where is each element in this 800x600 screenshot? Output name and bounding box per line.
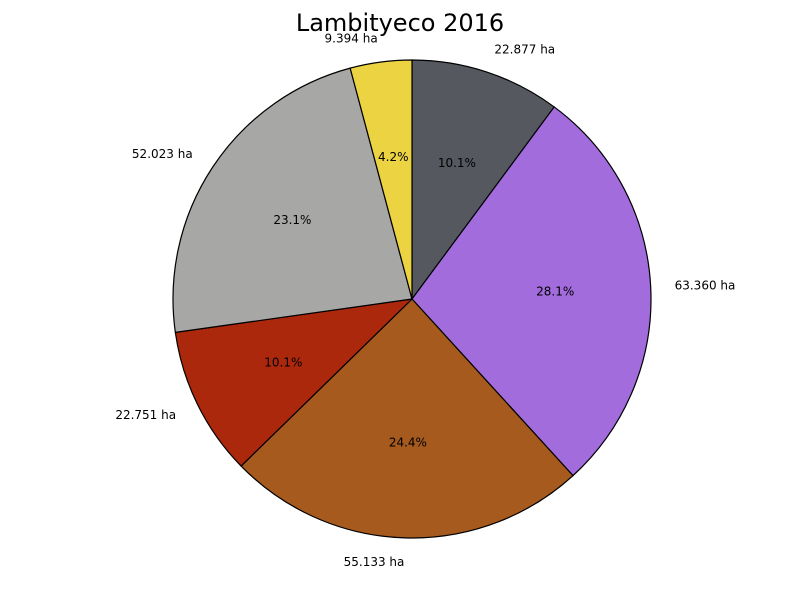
chart-title: Lambityeco 2016	[296, 9, 504, 37]
pie-slices	[172, 59, 652, 539]
slice-percent-label: 28.1%	[536, 285, 574, 299]
slice-percent-label: 24.4%	[389, 435, 427, 449]
slice-percent-label: 4.2%	[378, 150, 409, 164]
pie-slice-1	[411, 59, 555, 300]
percent-labels: 10.1% 28.1% 24.4% 10.1% 23.1% 4.2%	[264, 150, 574, 449]
slice-value-label: 22.877 ha	[494, 42, 555, 56]
slice-percent-label: 10.1%	[438, 156, 476, 170]
slice-value-label: 9.394 ha	[325, 31, 378, 45]
slice-percent-label: 23.1%	[273, 213, 311, 227]
slice-value-label: 22.751 ha	[115, 408, 176, 422]
value-labels: 22.877 ha 63.360 ha 55.133 ha 22.751 ha 52.0…	[115, 31, 736, 569]
pie-slice-4	[174, 298, 413, 467]
slice-value-label: 55.133 ha	[344, 555, 405, 569]
slice-percent-label: 10.1%	[264, 355, 302, 369]
pie-slice-3	[240, 298, 574, 539]
slice-value-label: 63.360 ha	[675, 279, 736, 293]
pie-slice-2	[411, 106, 652, 477]
pie-slice-5	[172, 67, 413, 333]
pie-slice-6	[349, 59, 413, 300]
slice-value-label: 52.023 ha	[132, 147, 193, 161]
